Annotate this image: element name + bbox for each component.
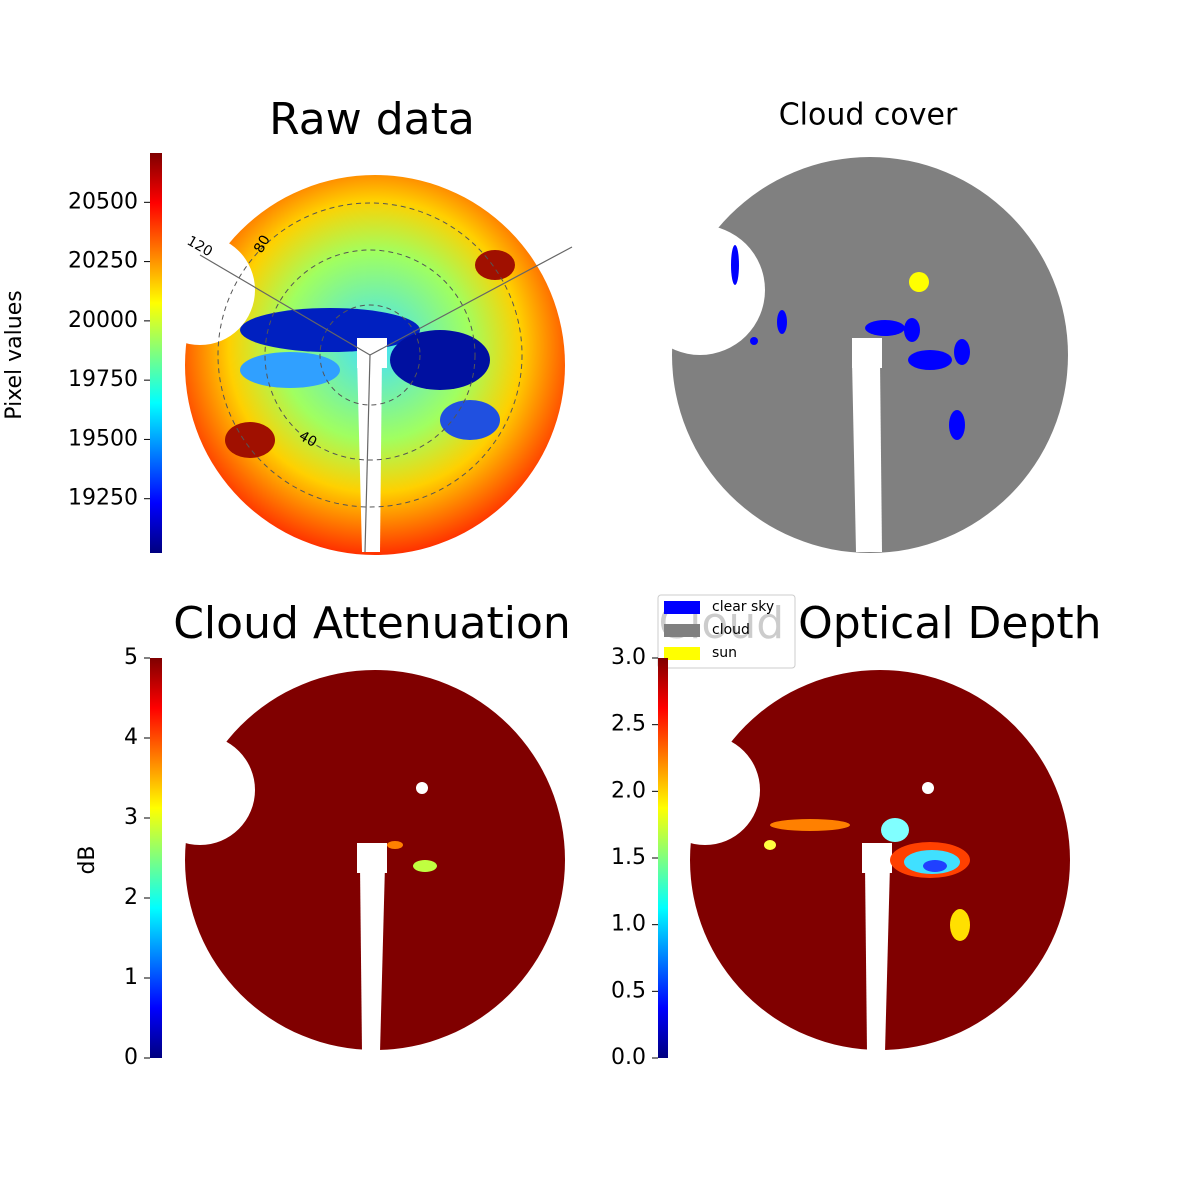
colorbar-tick-label: 4 [124, 725, 138, 750]
colorbar-tick-label: 20500 [68, 189, 138, 214]
colorbar-tick-label: 0.5 [611, 978, 646, 1003]
colorbar-label: dB [75, 845, 100, 874]
polar-label: 40 [296, 428, 319, 451]
colorbar-tick-label: 1 [124, 965, 138, 990]
colorbar [658, 658, 668, 1058]
panel-title: Cloud cover [779, 98, 958, 133]
cloud-cover-image [635, 157, 1068, 553]
legend-swatch [664, 601, 700, 614]
colorbar [150, 658, 162, 1058]
colorbar-tick-label: 2 [124, 885, 138, 910]
legend-label: cloud [712, 622, 750, 638]
colorbar-tick-label: 19250 [68, 486, 138, 511]
colorbar-tick-label: 19750 [68, 367, 138, 392]
legend-label: sun [712, 645, 737, 661]
colorbar-tick-label: 20250 [68, 249, 138, 274]
attenuation-image [145, 670, 565, 1052]
colorbar-tick-label: 1.0 [611, 912, 646, 937]
optical-depth-image [650, 670, 1070, 1052]
colorbar-tick-label: 1.5 [611, 845, 646, 870]
panel-title: Raw data [269, 94, 475, 145]
panel-title: Cloud Attenuation [173, 598, 571, 649]
colorbar-tick-label: 0 [124, 1045, 138, 1070]
polar-label: 80 [251, 233, 274, 256]
colorbar-tick-label: 19500 [68, 426, 138, 451]
colorbar-tick-label: 2.5 [611, 712, 646, 737]
colorbar-tick-label: 3.0 [611, 645, 646, 670]
colorbar-tick-label: 20000 [68, 308, 138, 333]
colorbar-tick-label: 0.0 [611, 1045, 646, 1070]
colorbar-tick-label: 5 [124, 645, 138, 670]
colorbar-tick-label: 2.0 [611, 778, 646, 803]
colorbar [150, 153, 162, 553]
legend-label: clear sky [712, 599, 774, 615]
raw-image: 120 80 40 [145, 175, 573, 555]
colorbar-label: Pixel values [2, 290, 27, 419]
legend-swatch [664, 624, 700, 637]
legend-swatch [664, 647, 700, 660]
colorbar-tick-label: 3 [124, 805, 138, 830]
